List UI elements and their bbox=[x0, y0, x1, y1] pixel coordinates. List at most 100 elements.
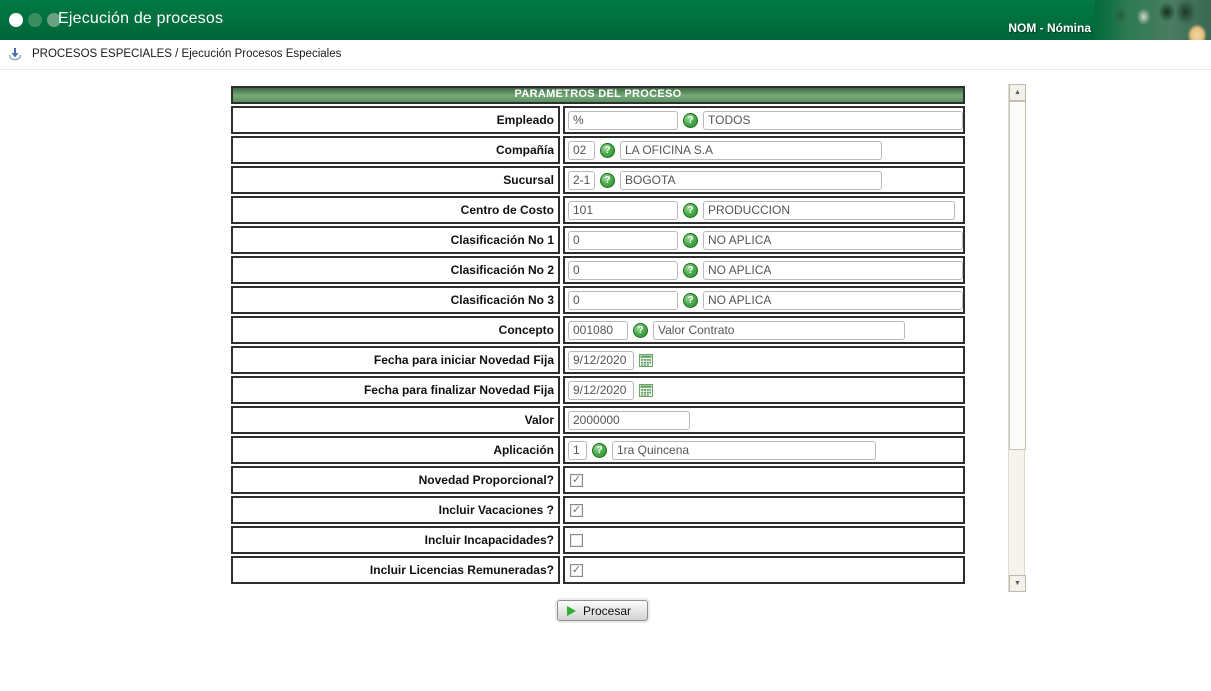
form-row: Fecha para finalizar Novedad Fija bbox=[231, 376, 965, 404]
incluir-vacaciones-checkbox[interactable]: ✓ bbox=[570, 503, 583, 517]
field-label-cell: Compañía bbox=[231, 136, 560, 164]
field-label-cell: Centro de Costo bbox=[231, 196, 560, 224]
field-input-cell: ✓ bbox=[563, 466, 965, 494]
concepto-desc-input[interactable] bbox=[653, 320, 905, 340]
sucursal-desc-input[interactable] bbox=[620, 170, 882, 190]
header-dots bbox=[9, 13, 61, 27]
empleado-code-input[interactable] bbox=[568, 110, 678, 130]
incluir-licencias-checkbox[interactable]: ✓ bbox=[570, 563, 583, 577]
help-lookup-icon[interactable]: ? bbox=[592, 442, 607, 458]
form-row: Sucursal? bbox=[231, 166, 965, 194]
process-params-form: PARAMETROS DEL PROCESO Empleado?Compañía… bbox=[231, 86, 965, 586]
field-input-cell: ? bbox=[563, 286, 965, 314]
aplicacion-code-input[interactable] bbox=[568, 440, 587, 460]
empleado-desc-input[interactable] bbox=[703, 110, 963, 130]
fecha-iniciar-input[interactable] bbox=[568, 350, 634, 370]
help-lookup-icon[interactable]: ? bbox=[683, 292, 698, 308]
field-label-cell: Concepto bbox=[231, 316, 560, 344]
form-row: Centro de Costo? bbox=[231, 196, 965, 224]
field-input-cell: ✓ bbox=[563, 496, 965, 524]
page-title: Ejecución de procesos bbox=[58, 10, 224, 27]
form-row: Clasificación No 1? bbox=[231, 226, 965, 254]
help-lookup-icon[interactable]: ? bbox=[683, 262, 698, 278]
field-input-cell: ? bbox=[563, 196, 965, 224]
field-label: Clasificación No 3 bbox=[450, 293, 554, 307]
field-label-cell: Aplicación bbox=[231, 436, 560, 464]
field-label-cell: Valor bbox=[231, 406, 560, 434]
form-row: Clasificación No 2? bbox=[231, 256, 965, 284]
aplicacion-desc-input[interactable] bbox=[612, 440, 876, 460]
field-label-cell: Fecha para finalizar Novedad Fija bbox=[231, 376, 560, 404]
compania-code-input[interactable] bbox=[568, 140, 595, 160]
centro-costo-desc-input[interactable] bbox=[703, 200, 955, 220]
field-input-cell: ? bbox=[563, 136, 965, 164]
fecha-finalizar-input[interactable] bbox=[568, 380, 634, 400]
field-label: Clasificación No 1 bbox=[450, 233, 554, 247]
form-row: Empleado? bbox=[231, 106, 965, 134]
centro-costo-code-input[interactable] bbox=[568, 200, 678, 220]
form-row: Incluir Licencias Remuneradas? ✓ bbox=[231, 556, 965, 584]
field-label: Concepto bbox=[498, 323, 554, 337]
clasificacion-1-code-input[interactable] bbox=[568, 230, 678, 250]
field-label-cell: Clasificación No 1 bbox=[231, 226, 560, 254]
field-label: Incluir Licencias Remuneradas? bbox=[369, 563, 554, 577]
clasificacion-3-code-input[interactable] bbox=[568, 290, 678, 310]
valor-input[interactable] bbox=[568, 410, 690, 430]
field-label: Fecha para iniciar Novedad Fija bbox=[373, 353, 554, 367]
calendar-icon[interactable] bbox=[639, 353, 653, 367]
field-label-cell: Sucursal bbox=[231, 166, 560, 194]
calendar-icon[interactable] bbox=[639, 383, 653, 397]
field-label: Fecha para finalizar Novedad Fija bbox=[363, 383, 554, 397]
field-input-cell: ? bbox=[563, 256, 965, 284]
field-label-cell: Incluir Incapacidades? bbox=[231, 526, 560, 554]
scrollbar-thumb[interactable] bbox=[1009, 101, 1026, 450]
form-row: Compañía? bbox=[231, 136, 965, 164]
field-input-cell bbox=[563, 376, 965, 404]
header-photo bbox=[1095, 0, 1211, 40]
form-row: Clasificación No 3? bbox=[231, 286, 965, 314]
app-badge: NOM - Nómina bbox=[1008, 21, 1091, 35]
dot-icon bbox=[47, 13, 61, 27]
compania-desc-input[interactable] bbox=[620, 140, 882, 160]
novedad-proporcional-checkbox[interactable]: ✓ bbox=[570, 473, 583, 487]
vertical-scrollbar[interactable]: ▲ ▼ bbox=[1008, 84, 1026, 592]
clasificacion-3-desc-input[interactable] bbox=[703, 290, 963, 310]
field-label: Incluir Vacaciones ? bbox=[438, 503, 554, 517]
procesar-button[interactable]: Procesar bbox=[557, 600, 649, 621]
field-label-cell: Incluir Vacaciones ? bbox=[231, 496, 560, 524]
help-lookup-icon[interactable]: ? bbox=[683, 112, 698, 128]
breadcrumb: PROCESOS ESPECIALES / Ejecución Procesos… bbox=[32, 48, 342, 60]
form-row: Novedad Proporcional? ✓ bbox=[231, 466, 965, 494]
form-row: Incluir Vacaciones ? ✓ bbox=[231, 496, 965, 524]
header-bar: Ejecución de procesos NOM - Nómina bbox=[0, 0, 1211, 40]
clasificacion-2-code-input[interactable] bbox=[568, 260, 678, 280]
field-label: Incluir Incapacidades? bbox=[424, 533, 554, 547]
incluir-incapacidades-checkbox[interactable] bbox=[570, 533, 583, 547]
clasificacion-2-desc-input[interactable] bbox=[703, 260, 963, 280]
form-row: Valor bbox=[231, 406, 965, 434]
help-lookup-icon[interactable]: ? bbox=[683, 202, 698, 218]
field-input-cell: ? bbox=[563, 436, 965, 464]
help-lookup-icon[interactable]: ? bbox=[600, 172, 615, 188]
scroll-down-button[interactable]: ▼ bbox=[1009, 575, 1026, 592]
sucursal-code-input[interactable] bbox=[568, 170, 595, 190]
field-label-cell: Clasificación No 2 bbox=[231, 256, 560, 284]
field-input-cell: ? bbox=[563, 166, 965, 194]
field-label-cell: Fecha para iniciar Novedad Fija bbox=[231, 346, 560, 374]
execute-arrow-icon bbox=[7, 46, 23, 62]
field-label: Aplicación bbox=[493, 443, 554, 457]
field-input-cell: ? bbox=[563, 226, 965, 254]
procesar-button-label: Procesar bbox=[583, 603, 632, 618]
scroll-up-button[interactable]: ▲ bbox=[1009, 84, 1026, 101]
help-lookup-icon[interactable]: ? bbox=[683, 232, 698, 248]
field-input-cell: ? bbox=[563, 106, 965, 134]
help-lookup-icon[interactable]: ? bbox=[600, 142, 615, 158]
clasificacion-1-desc-input[interactable] bbox=[703, 230, 963, 250]
concepto-code-input[interactable] bbox=[568, 320, 628, 340]
field-label: Clasificación No 2 bbox=[450, 263, 554, 277]
field-input-cell bbox=[563, 346, 965, 374]
help-lookup-icon[interactable]: ? bbox=[633, 322, 648, 338]
breadcrumb-bar: PROCESOS ESPECIALES / Ejecución Procesos… bbox=[0, 40, 1211, 70]
field-label-cell: Novedad Proporcional? bbox=[231, 466, 560, 494]
